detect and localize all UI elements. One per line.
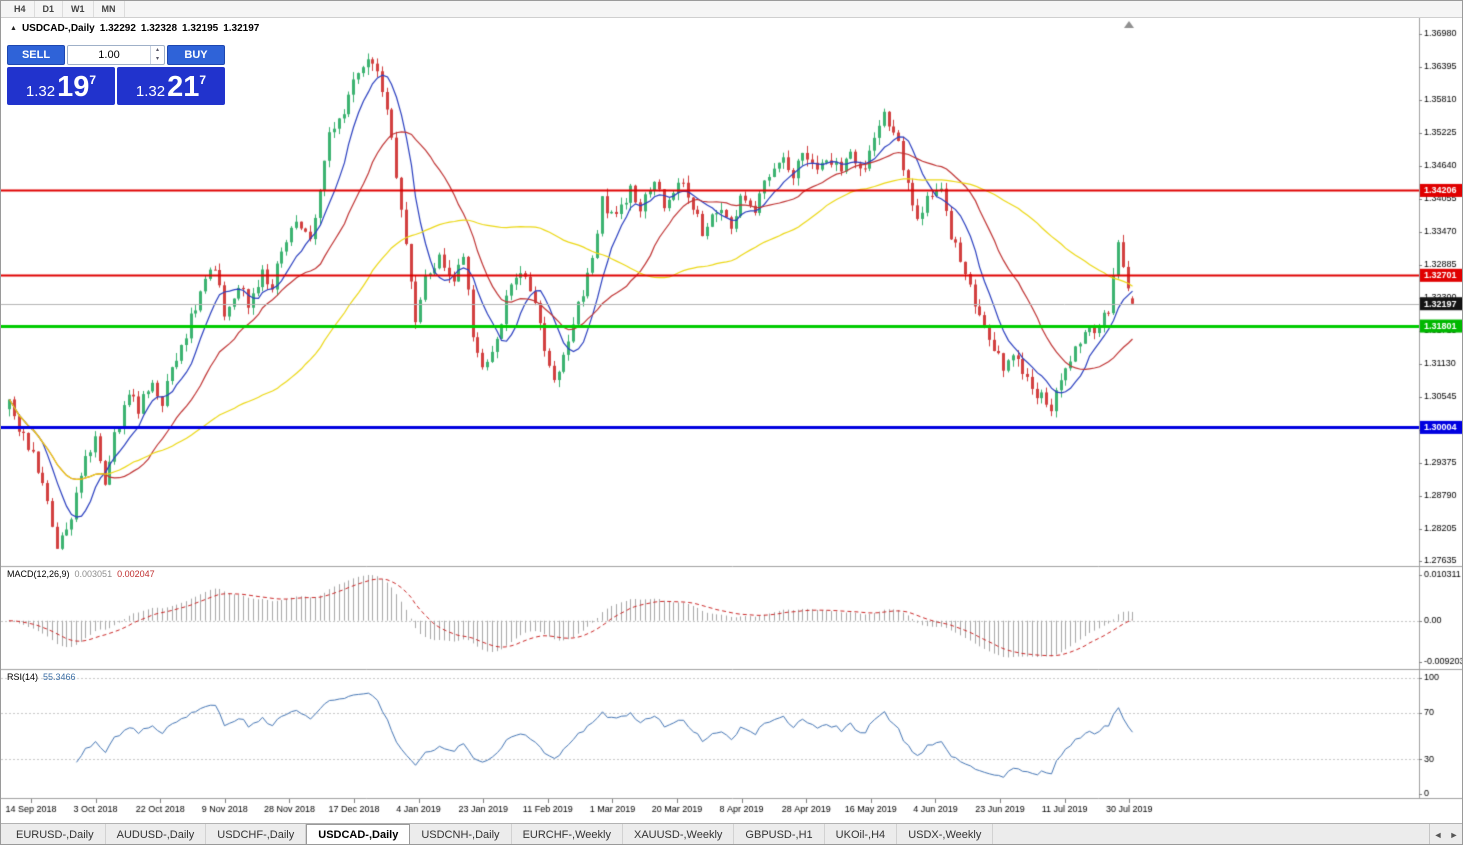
rsi-name: RSI(14) [7,672,39,682]
tab-usdchf-daily[interactable]: USDCHF-,Daily [206,824,307,844]
macd-name: MACD(12,26,9) [7,569,70,579]
timeframe-h4-button[interactable]: H4 [6,1,35,17]
tab-eurchf-weekly[interactable]: EURCHF-,Weekly [512,824,623,844]
collapse-icon[interactable]: ▲ [10,25,17,32]
volume-input[interactable] [68,46,150,64]
tab-audusd-daily[interactable]: AUDUSD-,Daily [106,824,207,844]
chart-tabs-bar: EURUSD-,Daily AUDUSD-,Daily USDCHF-,Dail… [1,823,1462,844]
tab-usdx-weekly[interactable]: USDX-,Weekly [897,824,994,844]
macd-indicator-label: MACD(12,26,9) 0.003051 0.002047 [7,569,155,579]
chart-symbol-label: USDCAD-,Daily [21,23,95,34]
buy-price-sup: 7 [199,73,207,87]
volume-up-icon[interactable]: ▴ [155,47,159,53]
rsi-value: 55.3466 [43,672,76,682]
macd-signal-value: 0.002047 [117,569,155,579]
tabs-scroll-right-icon[interactable]: ► [1449,830,1459,840]
sell-button[interactable]: SELL [7,45,65,65]
chart-title: ▲ USDCAD-,Daily 1.32292 1.32328 1.32195 … [10,23,259,34]
sell-price-big: 19 [57,71,90,103]
buy-price-prefix: 1.32 [135,83,166,100]
tab-usdcnh-daily[interactable]: USDCNH-,Daily [410,824,512,844]
timeframe-mn-button[interactable]: MN [94,1,125,17]
sell-price-prefix: 1.32 [25,83,56,100]
tab-usdcad-daily[interactable]: USDCAD-,Daily [306,824,411,844]
volume-down-icon[interactable]: ▾ [155,56,159,62]
timeframe-d1-button[interactable]: D1 [35,1,64,17]
timeframe-toolbar: H4 D1 W1 MN [1,1,1462,18]
ohlc-low: 1.32195 [182,23,219,34]
ohlc-high: 1.32328 [140,23,178,34]
volume-spinner: ▴ ▾ [150,46,164,64]
buy-button[interactable]: BUY [167,45,225,65]
rsi-indicator-label: RSI(14) 55.3466 [7,672,76,682]
tab-xauusd-weekly[interactable]: XAUUSD-,Weekly [623,824,735,844]
sell-price-sup: 7 [89,73,97,87]
ohlc-open: 1.32292 [99,23,136,34]
price-chart-canvas[interactable] [1,18,1462,823]
tab-gbpusd-h1[interactable]: GBPUSD-,H1 [734,824,825,844]
tab-eurusd-daily[interactable]: EURUSD-,Daily [5,824,106,844]
tab-ukoil-h4[interactable]: UKOil-,H4 [825,824,898,844]
buy-price-big: 21 [167,71,200,103]
buy-price-display[interactable]: 1.32 21 7 [117,67,225,105]
volume-box: ▴ ▾ [67,45,165,65]
tabs-scroll-left-icon[interactable]: ◄ [1433,830,1443,840]
ohlc-close: 1.32197 [223,23,260,34]
sell-price-display[interactable]: 1.32 19 7 [7,67,115,105]
timeframe-w1-button[interactable]: W1 [63,1,94,17]
macd-main-value: 0.003051 [74,569,113,579]
tab-scroll-buttons: ◄ ► [1429,824,1462,844]
